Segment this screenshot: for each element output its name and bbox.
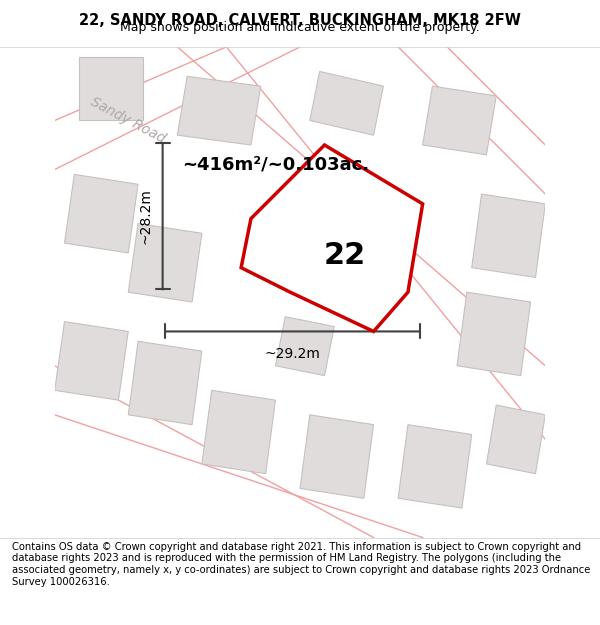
Polygon shape	[178, 76, 261, 145]
Polygon shape	[472, 194, 545, 278]
Text: ~416m²/~0.103ac.: ~416m²/~0.103ac.	[182, 156, 369, 174]
Polygon shape	[398, 424, 472, 508]
Polygon shape	[128, 341, 202, 424]
Text: Contains OS data © Crown copyright and database right 2021. This information is : Contains OS data © Crown copyright and d…	[12, 542, 590, 587]
Polygon shape	[300, 415, 374, 498]
Polygon shape	[79, 57, 143, 121]
Polygon shape	[55, 322, 128, 400]
Text: Map shows position and indicative extent of the property.: Map shows position and indicative extent…	[120, 21, 480, 34]
Text: 22: 22	[324, 241, 366, 269]
Polygon shape	[128, 224, 202, 302]
Polygon shape	[310, 71, 383, 135]
Polygon shape	[64, 174, 138, 253]
Polygon shape	[487, 405, 545, 474]
Text: 22, SANDY ROAD, CALVERT, BUCKINGHAM, MK18 2FW: 22, SANDY ROAD, CALVERT, BUCKINGHAM, MK1…	[79, 13, 521, 28]
Text: ~29.2m: ~29.2m	[265, 346, 320, 361]
Polygon shape	[241, 145, 422, 331]
Polygon shape	[457, 292, 530, 376]
Polygon shape	[422, 86, 496, 155]
Text: ~28.2m: ~28.2m	[139, 188, 152, 244]
Polygon shape	[202, 390, 275, 474]
Polygon shape	[275, 317, 334, 376]
Text: Sandy Road: Sandy Road	[88, 95, 168, 146]
